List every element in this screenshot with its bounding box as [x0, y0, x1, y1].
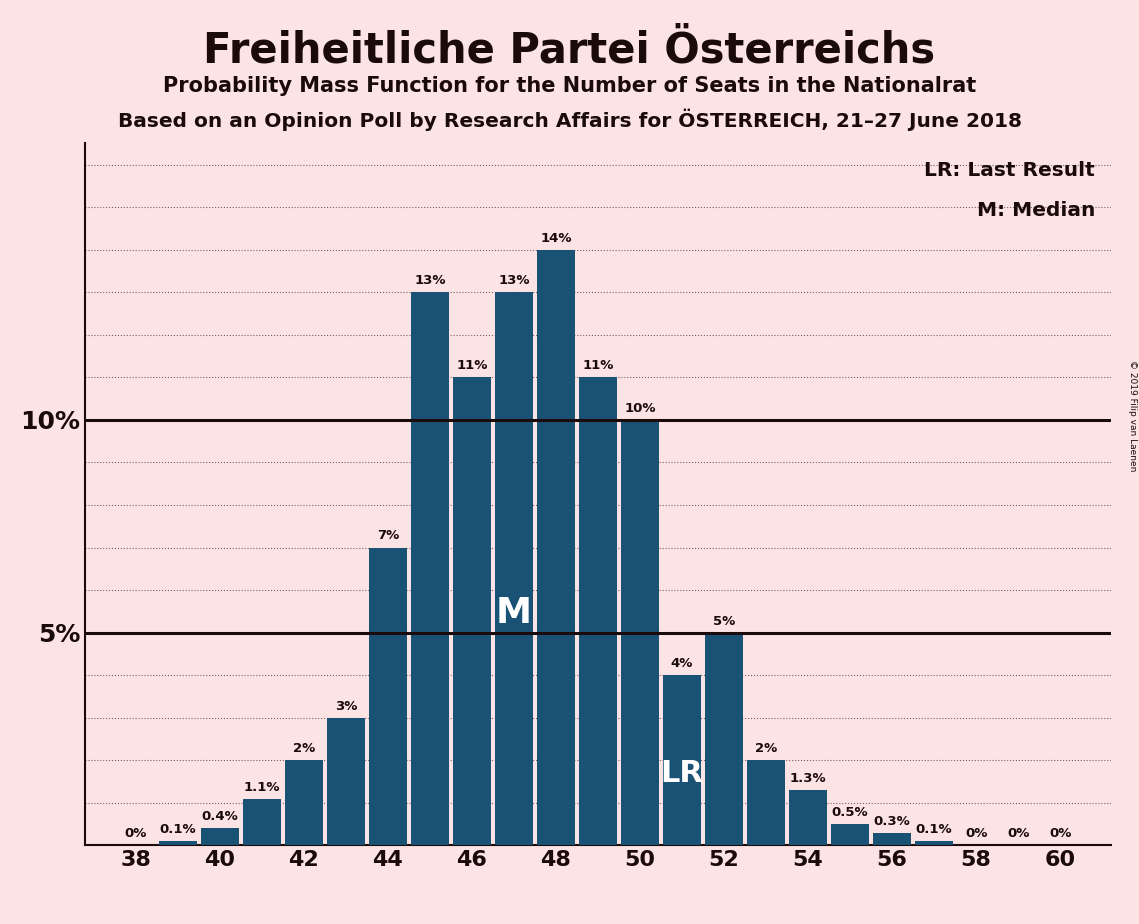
Text: 2%: 2%	[755, 742, 777, 755]
Text: 11%: 11%	[457, 359, 487, 372]
Bar	[663, 675, 702, 845]
Text: Based on an Opinion Poll by Research Affairs for ÖSTERREICH, 21–27 June 2018: Based on an Opinion Poll by Research Aff…	[117, 109, 1022, 131]
Bar	[494, 292, 533, 845]
Text: M: Median: M: Median	[977, 201, 1096, 220]
Text: 14%: 14%	[540, 232, 572, 245]
Bar	[369, 548, 408, 845]
Text: 1.3%: 1.3%	[789, 772, 827, 785]
Text: Freiheitliche Partei Österreichs: Freiheitliche Partei Österreichs	[204, 30, 935, 71]
Bar	[621, 419, 659, 845]
Text: LR: LR	[661, 760, 704, 788]
Text: 4%: 4%	[671, 657, 694, 670]
Text: 1.1%: 1.1%	[244, 781, 280, 794]
Text: 0%: 0%	[124, 827, 147, 840]
Bar	[788, 790, 827, 845]
Text: 0%: 0%	[965, 827, 988, 840]
Text: 0%: 0%	[1007, 827, 1030, 840]
Text: 3%: 3%	[335, 699, 358, 712]
Text: 0.5%: 0.5%	[831, 806, 868, 819]
Text: 11%: 11%	[582, 359, 614, 372]
Text: LR: Last Result: LR: Last Result	[925, 161, 1096, 180]
Bar	[830, 824, 869, 845]
Text: 5%: 5%	[713, 614, 735, 627]
Bar	[915, 841, 953, 845]
Bar	[285, 760, 323, 845]
Bar	[410, 292, 449, 845]
Text: © 2019 Filip van Laenen: © 2019 Filip van Laenen	[1128, 360, 1137, 471]
Text: 0%: 0%	[1049, 827, 1072, 840]
Bar	[327, 718, 366, 845]
Text: M: M	[495, 596, 532, 630]
Bar	[452, 377, 491, 845]
Bar	[158, 841, 197, 845]
Text: 7%: 7%	[377, 529, 399, 542]
Text: 2%: 2%	[293, 742, 316, 755]
Bar	[579, 377, 617, 845]
Text: 0.1%: 0.1%	[916, 823, 952, 836]
Text: 0.3%: 0.3%	[874, 815, 910, 828]
Text: 13%: 13%	[415, 274, 445, 287]
Text: Probability Mass Function for the Number of Seats in the Nationalrat: Probability Mass Function for the Number…	[163, 76, 976, 96]
Text: 0.1%: 0.1%	[159, 823, 196, 836]
Bar	[243, 798, 281, 845]
Text: 10%: 10%	[624, 402, 656, 415]
Bar	[705, 633, 744, 845]
Bar	[200, 829, 239, 845]
Bar	[536, 249, 575, 845]
Bar	[872, 833, 911, 845]
Text: 0.4%: 0.4%	[202, 810, 238, 823]
Text: 13%: 13%	[498, 274, 530, 287]
Bar	[747, 760, 786, 845]
